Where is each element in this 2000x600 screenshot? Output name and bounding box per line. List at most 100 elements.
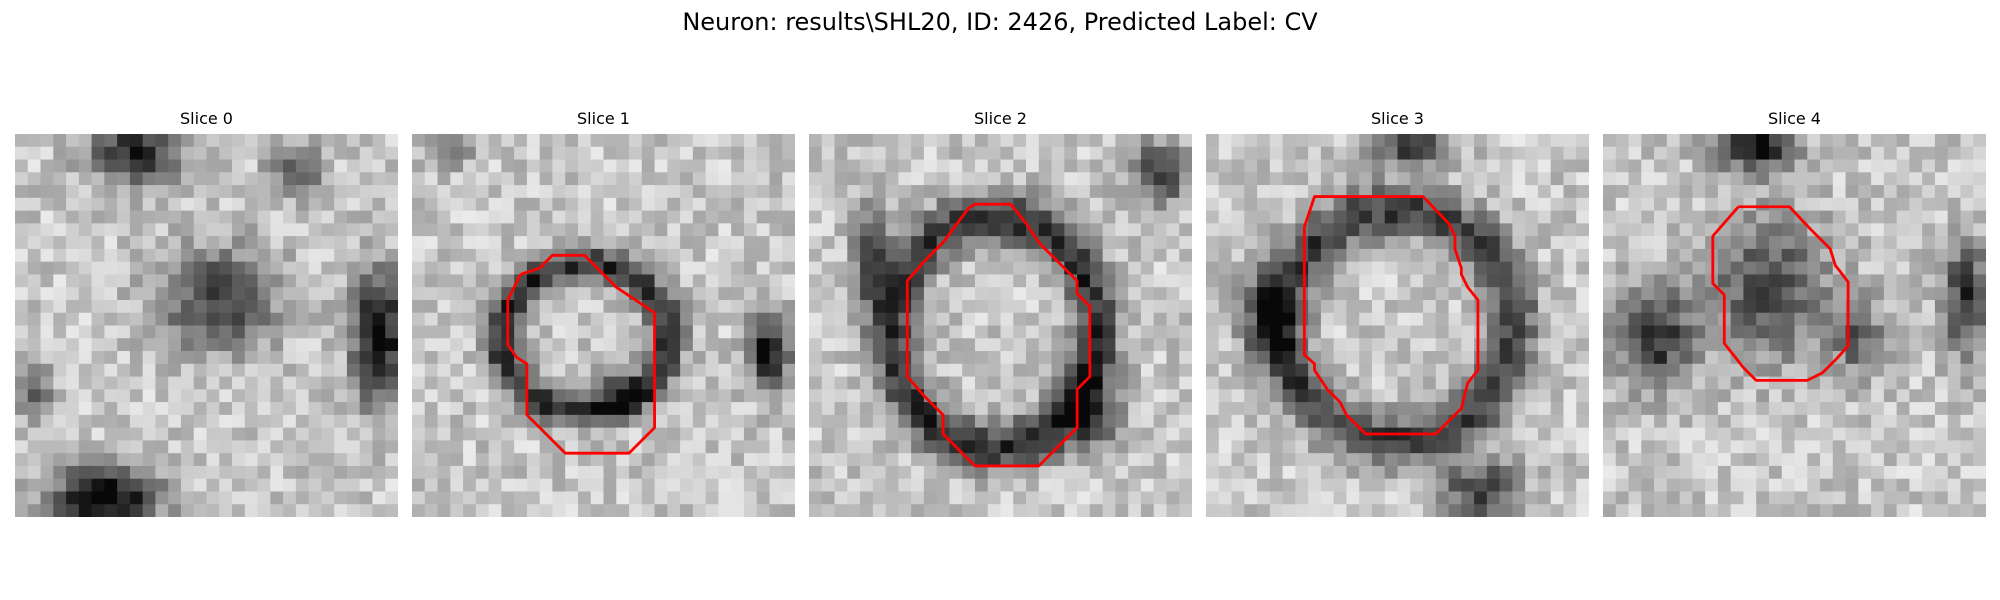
image-pixel: [1026, 389, 1040, 403]
image-pixel: [1128, 299, 1142, 314]
image-pixel: [463, 236, 477, 250]
image-pixel: [743, 223, 758, 237]
image-pixel: [1166, 402, 1180, 416]
image-pixel: [743, 453, 758, 467]
image-pixel: [321, 478, 335, 492]
image-pixel: [1346, 491, 1360, 505]
image-pixel: [552, 427, 566, 441]
image-pixel: [232, 274, 246, 288]
image-pixel: [1845, 363, 1859, 378]
image-pixel: [78, 440, 93, 454]
image-pixel: [987, 210, 1002, 224]
image-pixel: [809, 414, 823, 429]
image-pixel: [590, 478, 605, 492]
image-pixel: [769, 453, 783, 467]
image-pixel: [1282, 274, 1296, 288]
image-pixel: [629, 402, 643, 416]
image-pixel: [1089, 414, 1104, 429]
image-pixel: [1973, 338, 1986, 352]
image-pixel: [1654, 402, 1668, 416]
image-pixel: [539, 146, 553, 161]
image-pixel: [450, 414, 464, 429]
image-pixel: [450, 402, 464, 416]
image-pixel: [372, 236, 386, 250]
image-pixel: [232, 248, 246, 263]
image-pixel: [629, 478, 643, 492]
image-pixel: [692, 338, 707, 352]
image-pixel: [1461, 338, 1475, 352]
image-pixel: [1257, 363, 1271, 378]
image-pixel: [412, 338, 426, 352]
image-pixel: [847, 312, 861, 327]
image-pixel: [1576, 312, 1589, 327]
image-pixel: [577, 453, 592, 467]
image-pixel: [1705, 312, 1719, 327]
image-pixel: [1730, 453, 1744, 467]
image-pixel: [1743, 402, 1757, 416]
image-pixel: [654, 491, 668, 505]
image-pixel: [1206, 197, 1220, 212]
image-pixel: [1909, 287, 1923, 301]
image-pixel: [692, 478, 707, 492]
image-pixel: [1525, 197, 1539, 212]
image-pixel: [911, 402, 925, 416]
image-pixel: [1705, 504, 1719, 517]
image-pixel: [911, 159, 925, 173]
image-pixel: [1717, 402, 1732, 416]
image-pixel: [463, 402, 477, 416]
image-pixel: [1448, 414, 1462, 429]
image-pixel: [1423, 440, 1437, 454]
image-pixel: [359, 376, 373, 390]
image-pixel: [1089, 478, 1104, 492]
image-pixel: [898, 389, 912, 403]
image-pixel: [590, 491, 605, 505]
image-pixel: [1563, 389, 1577, 403]
image-pixel: [552, 414, 566, 429]
image-pixel: [1666, 453, 1681, 467]
image-pixel: [834, 465, 848, 480]
image-pixel: [1641, 261, 1655, 275]
image-pixel: [40, 491, 54, 505]
image-pixel: [1257, 223, 1271, 237]
image-pixel: [731, 414, 745, 429]
image-pixel: [142, 197, 156, 212]
image-pixel: [424, 376, 439, 390]
image-pixel: [1269, 236, 1284, 250]
image-pixel: [1026, 351, 1040, 365]
image-pixel: [756, 248, 770, 263]
image-pixel: [1603, 325, 1617, 339]
image-pixel: [1654, 223, 1668, 237]
image-pixel: [898, 465, 912, 480]
image-pixel: [1244, 248, 1258, 263]
image-pixel: [53, 427, 67, 441]
image-pixel: [206, 223, 220, 237]
image-pixel: [1781, 440, 1796, 454]
image-pixel: [1269, 210, 1284, 224]
image-pixel: [270, 261, 284, 275]
image-pixel: [898, 185, 912, 199]
image-pixel: [1206, 338, 1220, 352]
image-pixel: [616, 414, 630, 429]
image-pixel: [1435, 453, 1450, 467]
image-pixel: [756, 185, 770, 199]
image-pixel: [283, 287, 297, 301]
image-pixel: [1371, 223, 1386, 237]
image-pixel: [834, 261, 848, 275]
image-pixel: [654, 351, 668, 365]
image-pixel: [1628, 414, 1642, 429]
image-pixel: [974, 402, 989, 416]
image-pixel: [321, 376, 335, 390]
image-pixel: [590, 299, 605, 314]
image-pixel: [1692, 312, 1706, 327]
image-pixel: [1397, 491, 1411, 505]
image-pixel: [1282, 376, 1296, 390]
image-pixel: [232, 172, 246, 186]
image-pixel: [412, 223, 426, 237]
image-pixel: [539, 402, 553, 416]
image-pixel: [1102, 248, 1116, 263]
image-pixel: [78, 159, 93, 173]
image-pixel: [1218, 414, 1233, 429]
image-pixel: [1563, 197, 1577, 212]
image-pixel: [91, 427, 105, 441]
image-pixel: [616, 261, 630, 275]
